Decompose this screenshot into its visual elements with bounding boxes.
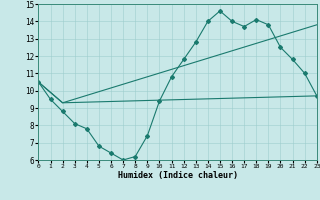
X-axis label: Humidex (Indice chaleur): Humidex (Indice chaleur) [118, 171, 238, 180]
